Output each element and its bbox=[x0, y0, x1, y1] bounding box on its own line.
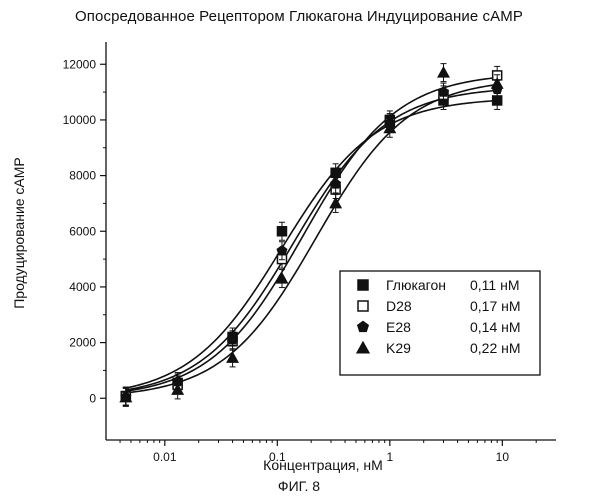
data-point-square bbox=[358, 301, 368, 311]
y-tick-label: 12000 bbox=[63, 57, 97, 71]
data-point-triangle bbox=[227, 352, 238, 362]
legend: Глюкагон 0,11 нМ D28 0,17 нМ E28 0,14 нМ K29 0,… bbox=[340, 271, 540, 375]
y-tick-label: 0 bbox=[89, 391, 96, 405]
legend-label: E28 bbox=[386, 319, 411, 335]
y-tick-label: 8000 bbox=[69, 169, 96, 183]
y-tick-label: 2000 bbox=[69, 336, 96, 350]
x-tick-label: 0.01 bbox=[153, 450, 177, 464]
y-tick-label: 6000 bbox=[69, 224, 96, 238]
x-tick-label: 1 bbox=[386, 450, 393, 464]
data-point-square bbox=[277, 227, 286, 236]
data-point-pentagon bbox=[277, 246, 287, 255]
data-point-square bbox=[358, 280, 368, 290]
x-axis-title: Концентрация, нМ bbox=[263, 457, 383, 473]
legend-ec50: 0,22 нМ bbox=[470, 340, 521, 356]
x-tick-label: 10 bbox=[496, 450, 510, 464]
legend-ec50: 0,14 нМ bbox=[470, 319, 521, 335]
y-tick-label: 4000 bbox=[69, 280, 96, 294]
legend-label: D28 bbox=[386, 298, 412, 314]
y-axis-title: Продуцирование сАМР bbox=[11, 157, 27, 309]
legend-ec50: 0,11 нМ bbox=[470, 277, 520, 293]
legend-label: K29 bbox=[386, 340, 411, 356]
legend-ec50: 0,17 нМ bbox=[470, 298, 521, 314]
legend-label: Глюкагон bbox=[386, 277, 446, 293]
y-tick-label: 10000 bbox=[63, 113, 97, 127]
figure-caption: ФИГ. 8 bbox=[0, 478, 598, 494]
data-point-triangle bbox=[438, 67, 449, 77]
